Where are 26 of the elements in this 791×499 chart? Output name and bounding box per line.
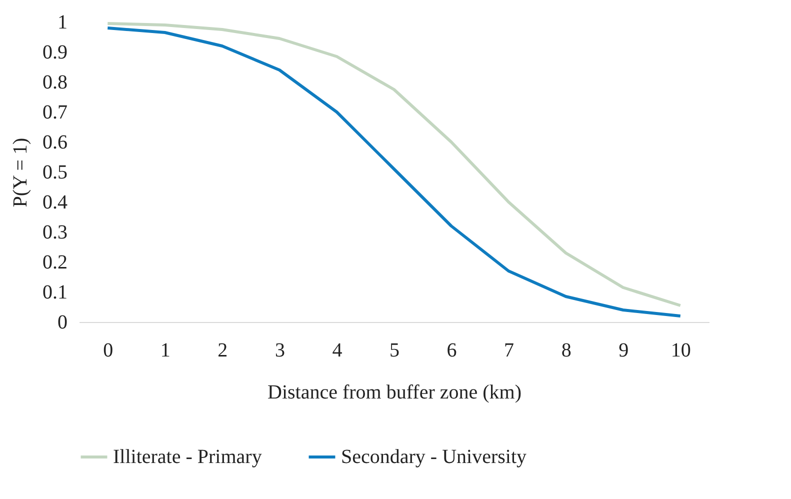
legend-label: Secondary - University <box>341 446 527 468</box>
y-tick-label: 0.4 <box>42 192 68 214</box>
y-tick-label: 0.2 <box>42 252 68 274</box>
y-tick-label: 0 <box>58 312 68 334</box>
x-tick-label: 6 <box>446 340 457 362</box>
x-tick-label: 5 <box>390 340 400 362</box>
legend-label: Illiterate - Primary <box>113 446 262 468</box>
y-tick-label: 0.9 <box>42 42 68 64</box>
x-tick-label: 4 <box>332 340 342 362</box>
x-tick-label: 7 <box>504 340 514 362</box>
y-tick-label: 0.5 <box>42 162 68 184</box>
x-tick-label: 1 <box>160 340 170 362</box>
y-tick-label: 0.6 <box>42 132 68 154</box>
x-tick-label: 2 <box>218 340 228 362</box>
x-tick-label: 9 <box>618 340 629 362</box>
x-tick-label: 10 <box>670 340 691 362</box>
y-tick-label: 1 <box>58 12 68 34</box>
x-axis-title: Distance from buffer zone (km) <box>268 382 522 404</box>
y-tick-label: 0.7 <box>42 102 68 124</box>
y-axis-title: P(Y = 1) <box>10 138 32 208</box>
y-tick-label: 0.1 <box>42 282 68 304</box>
x-tick-label: 3 <box>274 340 285 362</box>
y-tick-label: 0.3 <box>42 222 68 244</box>
x-tick-label: 0 <box>103 340 114 362</box>
y-tick-label: 0.8 <box>42 72 68 94</box>
x-tick-label: 8 <box>561 340 572 362</box>
